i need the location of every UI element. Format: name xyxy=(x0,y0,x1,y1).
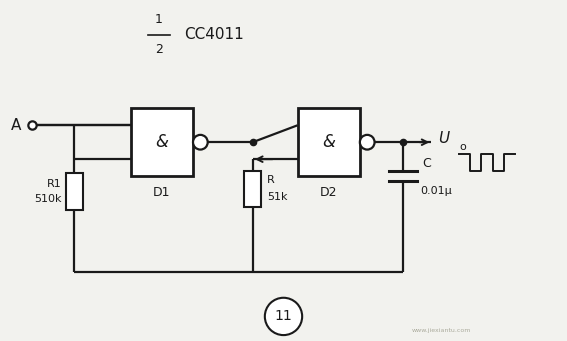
Text: &: & xyxy=(322,133,335,151)
Text: CC4011: CC4011 xyxy=(184,27,244,42)
Circle shape xyxy=(193,135,208,150)
Text: R: R xyxy=(267,175,274,185)
Text: 51k: 51k xyxy=(267,192,287,202)
Text: &: & xyxy=(155,133,168,151)
Text: D2: D2 xyxy=(320,186,337,199)
Text: C: C xyxy=(422,157,431,170)
Bar xyxy=(131,108,193,176)
Text: A: A xyxy=(11,118,22,133)
Bar xyxy=(66,173,83,210)
Text: o: o xyxy=(459,142,466,152)
Text: 0.01μ: 0.01μ xyxy=(420,186,451,196)
Text: D1: D1 xyxy=(153,186,171,199)
Text: 510k: 510k xyxy=(33,194,61,204)
Text: R1: R1 xyxy=(46,179,61,189)
Text: 11: 11 xyxy=(274,309,293,323)
Text: $U$: $U$ xyxy=(438,130,451,146)
Text: 2: 2 xyxy=(155,43,163,56)
Circle shape xyxy=(265,298,302,335)
Text: 1: 1 xyxy=(155,13,163,26)
Bar xyxy=(298,108,360,176)
Bar xyxy=(244,170,261,207)
Text: www.jiexiantu.com: www.jiexiantu.com xyxy=(412,327,472,332)
Circle shape xyxy=(360,135,375,150)
